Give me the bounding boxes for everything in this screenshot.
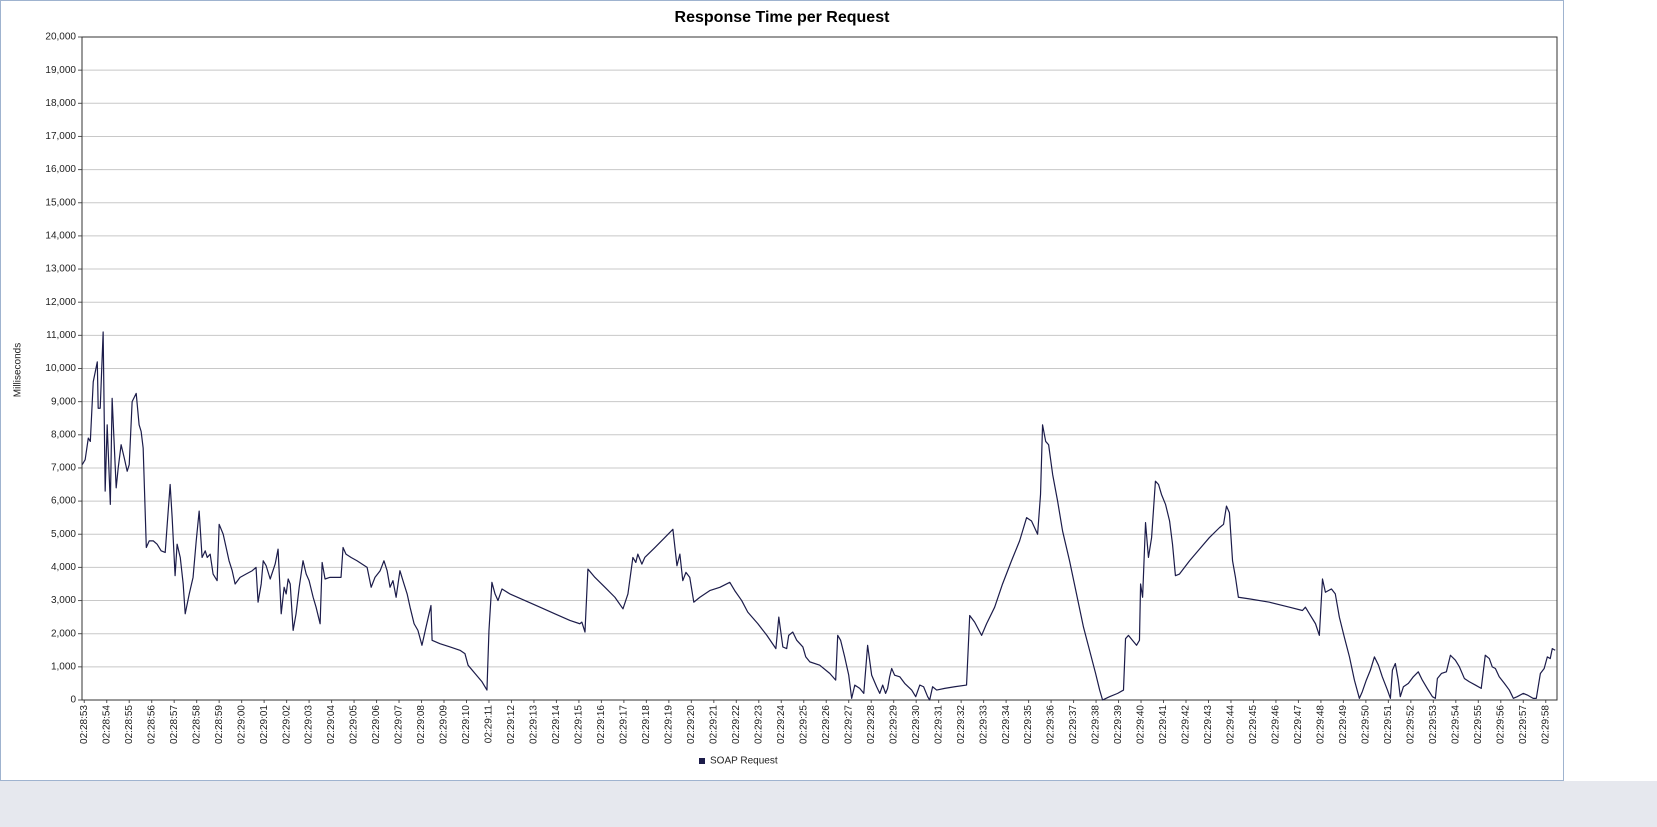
x-tick-label: 02:29:43: [1203, 705, 1214, 744]
y-tick-label: 20,000: [45, 32, 76, 43]
y-tick-label: 19,000: [45, 65, 76, 76]
x-tick-label: 02:29:03: [304, 705, 315, 744]
x-tick-label: 02:28:58: [191, 705, 202, 744]
y-tick-label: 6,000: [51, 496, 76, 507]
series-line: [81, 331, 1556, 701]
x-tick-label: 02:29:20: [686, 705, 697, 744]
x-tick-label: 02:29:56: [1495, 705, 1506, 744]
x-tick-label: 02:29:22: [731, 705, 742, 744]
x-tick-label: 02:29:31: [933, 705, 944, 744]
y-tick-label: 4,000: [51, 562, 76, 573]
plot-border: [81, 36, 1558, 701]
x-tick-label: 02:29:50: [1361, 705, 1372, 744]
x-tick-label: 02:29:39: [1113, 705, 1124, 744]
x-tick-label: 02:29:44: [1226, 705, 1237, 744]
y-axis-label: Milliseconds: [13, 343, 24, 397]
x-tick-label: 02:29:08: [416, 705, 427, 744]
x-tick-label: 02:29:19: [663, 705, 674, 744]
window-footer: [0, 781, 1657, 827]
x-tick-label: 02:28:59: [214, 705, 225, 744]
x-tick-label: 02:29:07: [394, 705, 405, 744]
plot-area: 0 1,000 2,000 3,000 4,000 5,000 6,000 7,000 8,00…: [45, 32, 1558, 744]
y-tick-label: 1,000: [51, 661, 76, 672]
x-tick-label: 02:29:34: [1001, 705, 1012, 744]
chart-title: Response Time per Request: [675, 9, 891, 26]
x-tick-label: 02:29:00: [236, 705, 247, 744]
x-tick-label: 02:29:32: [956, 705, 967, 744]
legend-label: SOAP Request: [710, 756, 778, 767]
x-tick-label: 02:29:18: [641, 705, 652, 744]
x-tick-label: 02:29:09: [439, 705, 450, 744]
x-tick-label: 02:29:33: [978, 705, 989, 744]
y-tick-label: 5,000: [51, 529, 76, 540]
x-tick-label: 02:29:46: [1271, 705, 1282, 744]
x-tick-label: 02:29:06: [371, 705, 382, 744]
x-tick-label: 02:29:37: [1068, 705, 1079, 744]
y-tick-label: 9,000: [51, 396, 76, 407]
x-tick-label: 02:29:21: [708, 705, 719, 744]
y-tick-label: 10,000: [45, 363, 76, 374]
x-tick-label: 02:29:41: [1158, 705, 1169, 744]
x-tick-label: 02:29:52: [1405, 705, 1416, 744]
x-tick-label: 02:29:47: [1293, 705, 1304, 744]
x-tick-label: 02:28:55: [124, 705, 135, 744]
x-tick-label: 02:29:30: [911, 705, 922, 744]
y-tick-label: 17,000: [45, 131, 76, 142]
x-tick-label: 02:29:01: [259, 705, 270, 744]
x-tick-label: 02:29:55: [1473, 705, 1484, 744]
x-tick-label: 02:29:35: [1023, 705, 1034, 744]
x-tick-label: 02:29:28: [866, 705, 877, 744]
x-tick-label: 02:29:27: [843, 705, 854, 744]
x-tick-label: 02:29:38: [1091, 705, 1102, 744]
x-tick-label: 02:29:11: [484, 705, 495, 744]
x-tick-label: 02:29:10: [461, 705, 472, 744]
y-tick-label: 15,000: [45, 197, 76, 208]
y-tick-label: 2,000: [51, 628, 76, 639]
x-tick-label: 02:28:54: [101, 705, 112, 744]
x-tick-label: 02:29:25: [798, 705, 809, 744]
window-frame: [0, 0, 1564, 781]
x-tick-label: 02:29:49: [1338, 705, 1349, 744]
y-tick-label: 8,000: [51, 429, 76, 440]
x-tick-label: 02:29:14: [551, 705, 562, 744]
y-tick-label: 12,000: [45, 297, 76, 308]
x-tick-label: 02:29:58: [1540, 705, 1551, 744]
x-tick-label: 02:29:36: [1046, 705, 1057, 744]
x-tick-label: 02:29:24: [776, 705, 787, 744]
x-tick-label: 02:29:16: [596, 705, 607, 744]
x-tick-label: 02:29:13: [529, 705, 540, 744]
y-tick-label: 18,000: [45, 98, 76, 109]
x-tick-label: 02:29:12: [506, 705, 517, 744]
x-tick-label: 02:29:54: [1450, 705, 1461, 744]
legend-swatch: [699, 758, 705, 764]
x-tick-label: 02:29:45: [1248, 705, 1259, 744]
x-tick-label: 02:29:04: [326, 705, 337, 744]
x-tick-label: 02:29:48: [1316, 705, 1327, 744]
x-tick-label: 02:28:53: [79, 705, 90, 744]
x-tick-label: 02:28:57: [169, 705, 180, 744]
x-tick-label: 02:29:42: [1181, 705, 1192, 744]
x-tick-label: 02:29:51: [1383, 705, 1394, 744]
y-tick-label: 14,000: [45, 231, 76, 242]
x-tick-label: 02:29:23: [753, 705, 764, 744]
y-tick-label: 7,000: [51, 463, 76, 474]
x-tick-label: 02:29:05: [349, 705, 360, 744]
x-tick-label: 02:28:56: [146, 705, 157, 744]
x-tick-label: 02:29:02: [281, 705, 292, 744]
x-tick-label: 02:29:15: [574, 705, 585, 744]
y-tick-label: 13,000: [45, 264, 76, 275]
y-tick-label: 11,000: [46, 330, 76, 341]
x-tick-label: 02:29:26: [821, 705, 832, 744]
x-tick-label: 02:29:57: [1518, 705, 1529, 744]
y-tick-label: 0: [70, 695, 76, 706]
y-tick-label: 3,000: [51, 595, 76, 606]
x-tick-label: 02:29:40: [1136, 705, 1147, 744]
x-tick-label: 02:29:29: [888, 705, 899, 744]
y-tick-label: 16,000: [45, 164, 76, 175]
x-tick-label: 02:29:53: [1428, 705, 1439, 744]
x-tick-label: 02:29:17: [619, 705, 630, 744]
